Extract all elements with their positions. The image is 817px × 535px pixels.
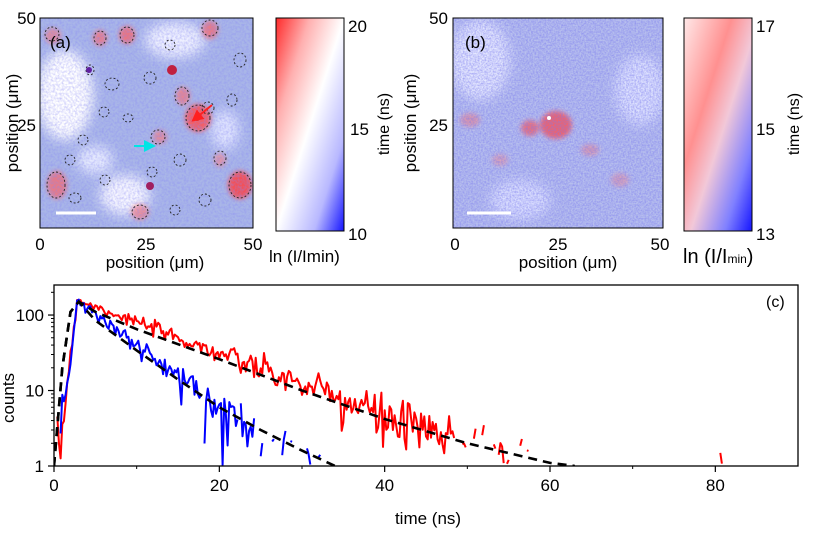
panel-a-xlabel: position (μm)	[106, 253, 205, 272]
panel-b-bright-spot	[547, 116, 551, 120]
panel-c-series-red	[57, 300, 770, 464]
panel-a-contours	[44, 19, 252, 220]
panel-c-series-fit-red	[54, 299, 575, 466]
panel-c-xtick-label: 40	[375, 476, 394, 495]
panel-a-colorbar-label: time (ns)	[376, 93, 393, 155]
panel-c-xtick-label: 80	[706, 476, 725, 495]
panel-c-ytick-label: 10	[25, 382, 44, 401]
panel-a-xtick-25: 25	[137, 235, 156, 254]
panel-c: 0 20 40 60 80 100 10 1 (c) time (ns) counts	[0, 284, 799, 528]
panel-b-label: (b)	[465, 33, 486, 52]
panel-b-colorbar-top: 17	[756, 17, 775, 36]
panel-a-noise	[40, 18, 253, 228]
panel-b-colorbar-label: time (ns)	[786, 93, 803, 155]
panel-b-colorbar-text-main: ln (I/I	[683, 246, 727, 268]
panel-b-ytick-25: 25	[429, 116, 448, 135]
panel-a-image	[40, 18, 253, 228]
panel-a-xtick-0: 0	[35, 235, 44, 254]
panel-a-colorbar-fill	[275, 17, 345, 232]
panel-b-colorbar-bottom: 13	[756, 225, 775, 244]
panel-a: (a) 50 25 position (μm) 0 25 50 position…	[3, 9, 393, 272]
panel-b-colorbar-text-sub: min	[727, 252, 746, 266]
panel-a-red-arrow	[191, 104, 213, 122]
panel-b-colorbar-text: ln (I/Imin)	[683, 246, 753, 268]
panel-a-colorbar-mid: 15	[350, 120, 369, 139]
panel-b-xtick-50: 50	[651, 235, 670, 254]
panel-b-colorbar-mid: 15	[756, 120, 775, 139]
panel-a-colorbar-top: 20	[348, 17, 367, 36]
panel-a-ytick-50: 50	[17, 9, 36, 28]
panel-b-xtick-0: 0	[450, 235, 459, 254]
panel-c-label: (c)	[766, 294, 785, 311]
panel-b-ylabel: position (μm)	[401, 74, 420, 173]
panel-a-ylabel: position (μm)	[3, 74, 22, 173]
panel-a-xtick-50: 50	[244, 235, 263, 254]
panel-c-frame	[53, 284, 799, 467]
panel-a-colorbar-text: ln (I/Imin)	[269, 247, 340, 266]
panel-b-image	[453, 18, 663, 228]
panel-b-colorbar-text-end: )	[747, 246, 754, 268]
panel-c-xlabel: time (ns)	[395, 509, 461, 528]
panel-a-frame	[39, 17, 254, 229]
panel-a-colorbar-bottom: 10	[348, 225, 367, 244]
panel-c-ytick-label: 1	[35, 457, 44, 476]
panel-b-xtick-25: 25	[549, 235, 568, 254]
panel-c-xtick-label: 60	[541, 476, 560, 495]
panel-a-label: (a)	[50, 33, 71, 52]
panel-b: (b) 50 25 position (μm) 0 25 50 position…	[401, 9, 803, 272]
panel-c-axes: 0 20 40 60 80 100 10 1	[16, 291, 725, 495]
panel-b-colorbar: 17 15 13 time (ns) ln (I/Imin)	[683, 17, 803, 268]
panel-b-noise	[453, 18, 663, 228]
panel-a-ytick-25: 25	[17, 116, 36, 135]
panel-c-series-group	[54, 300, 770, 466]
panel-b-ytick-50: 50	[429, 9, 448, 28]
panel-c-plot	[54, 300, 770, 466]
panel-b-xlabel: position (μm)	[519, 253, 618, 272]
panel-b-frame	[452, 17, 664, 229]
panel-c-xtick-label: 20	[210, 476, 229, 495]
panel-c-ylabel: counts	[0, 373, 18, 423]
panel-b-colorbar-fill	[683, 17, 753, 232]
panel-c-series-fit-blue	[54, 299, 336, 466]
panel-c-xtick-label: 0	[49, 476, 58, 495]
panel-c-ytick-label: 100	[16, 306, 44, 325]
panel-a-colorbar: 20 15 10 time (ns) ln (I/Imin)	[269, 17, 393, 266]
